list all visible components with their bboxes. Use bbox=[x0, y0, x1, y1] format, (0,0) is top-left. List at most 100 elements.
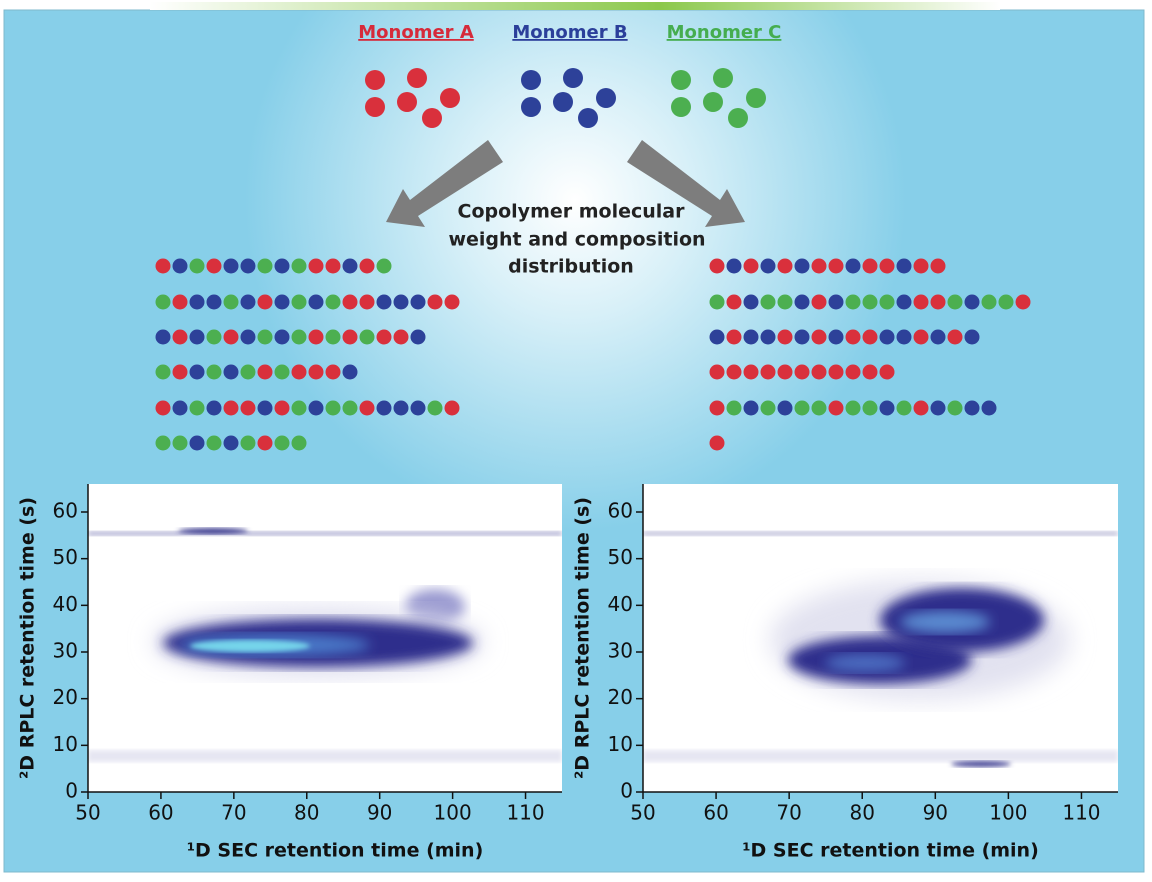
chain-dot bbox=[393, 400, 409, 416]
chain-dot bbox=[172, 400, 188, 416]
chain-dot bbox=[291, 329, 307, 345]
monomer-dot bbox=[521, 97, 541, 117]
chain-dot bbox=[760, 400, 776, 416]
chain-dot bbox=[240, 435, 256, 451]
y-tick-label: 30 bbox=[53, 639, 78, 663]
chain-dot bbox=[845, 364, 861, 380]
chain-dot bbox=[257, 400, 273, 416]
chain-dot bbox=[223, 400, 239, 416]
chain-dot bbox=[913, 329, 929, 345]
y-axis-label: ²D RPLC retention time (s) bbox=[17, 497, 39, 779]
chain-dot bbox=[743, 294, 759, 310]
chain-dot bbox=[172, 258, 188, 274]
caption-line: Copolymer molecular bbox=[458, 201, 686, 223]
y-tick-label: 50 bbox=[53, 545, 78, 569]
x-tick-label: 100 bbox=[989, 801, 1027, 825]
x-tick-label: 50 bbox=[630, 801, 655, 825]
chain-dot bbox=[155, 400, 171, 416]
caption-line: weight and composition bbox=[448, 229, 705, 251]
chain-dot bbox=[325, 400, 341, 416]
spot bbox=[178, 528, 248, 534]
monomer-dot bbox=[407, 68, 427, 88]
monomer-dot bbox=[703, 92, 723, 112]
chain-dot bbox=[376, 294, 392, 310]
band bbox=[88, 531, 562, 536]
chain-dot bbox=[981, 400, 997, 416]
chain-dot bbox=[743, 400, 759, 416]
chain-dot bbox=[342, 258, 358, 274]
chain-dot bbox=[257, 329, 273, 345]
chain-dot bbox=[172, 364, 188, 380]
chain-dot bbox=[811, 329, 827, 345]
chain-dot bbox=[760, 364, 776, 380]
chain-dot bbox=[376, 400, 392, 416]
chain-dot bbox=[726, 400, 742, 416]
chain-dot bbox=[845, 258, 861, 274]
chain-dot bbox=[189, 400, 205, 416]
chain-dot bbox=[862, 400, 878, 416]
chain-dot bbox=[1015, 294, 1031, 310]
chain-dot bbox=[257, 294, 273, 310]
chain-dot bbox=[930, 329, 946, 345]
chain-dot bbox=[189, 435, 205, 451]
chain-dot bbox=[240, 364, 256, 380]
chain-dot bbox=[777, 400, 793, 416]
chain-dot bbox=[274, 364, 290, 380]
chain-dot bbox=[811, 258, 827, 274]
chain-dot bbox=[862, 329, 878, 345]
chain-dot bbox=[291, 364, 307, 380]
chain-dot bbox=[794, 294, 810, 310]
chain-dot bbox=[410, 294, 426, 310]
chain-dot bbox=[274, 435, 290, 451]
chain-dot bbox=[257, 258, 273, 274]
chain-dot bbox=[325, 364, 341, 380]
chain-dot bbox=[879, 329, 895, 345]
monomer-dot bbox=[596, 88, 616, 108]
x-tick-label: 90 bbox=[367, 801, 392, 825]
chain-dot bbox=[896, 329, 912, 345]
arrows bbox=[386, 140, 745, 227]
chain-dot bbox=[291, 258, 307, 274]
chain-dot bbox=[879, 258, 895, 274]
chain-dot bbox=[777, 364, 793, 380]
chain-dot bbox=[172, 294, 188, 310]
chain-dot bbox=[308, 329, 324, 345]
chain-dot bbox=[189, 294, 205, 310]
chain-dot bbox=[913, 400, 929, 416]
density-map bbox=[643, 531, 1118, 767]
chain-dot bbox=[794, 400, 810, 416]
chain-dot bbox=[410, 400, 426, 416]
chain-dot bbox=[709, 258, 725, 274]
x-axis-label: ¹D SEC retention time (min) bbox=[187, 840, 484, 862]
monomer-dot bbox=[563, 68, 583, 88]
chain-dot bbox=[444, 400, 460, 416]
chain-dot bbox=[896, 400, 912, 416]
chain-dot bbox=[291, 435, 307, 451]
chain-dot bbox=[709, 364, 725, 380]
y-tick-label: 10 bbox=[53, 732, 78, 756]
chain-dot bbox=[223, 435, 239, 451]
chain-dot bbox=[393, 294, 409, 310]
chain-dot bbox=[274, 400, 290, 416]
chain-dot bbox=[359, 294, 375, 310]
monomer-dot bbox=[578, 108, 598, 128]
chain-dot bbox=[981, 294, 997, 310]
chain-dot bbox=[240, 294, 256, 310]
chain-dot bbox=[947, 329, 963, 345]
chain-dot bbox=[896, 258, 912, 274]
chain-dot bbox=[359, 258, 375, 274]
chain-dot bbox=[777, 294, 793, 310]
band bbox=[88, 750, 562, 762]
y-tick-label: 40 bbox=[608, 592, 633, 616]
chain-dot bbox=[760, 258, 776, 274]
x-tick-label: 110 bbox=[506, 801, 544, 825]
monomer-dot bbox=[728, 108, 748, 128]
chain-dot bbox=[964, 294, 980, 310]
monomer-dot bbox=[671, 97, 691, 117]
chain-dot bbox=[777, 329, 793, 345]
spot bbox=[951, 761, 1011, 767]
y-tick-label: 30 bbox=[608, 639, 633, 663]
chain-dot bbox=[879, 400, 895, 416]
legend-c: Monomer C bbox=[667, 22, 782, 43]
